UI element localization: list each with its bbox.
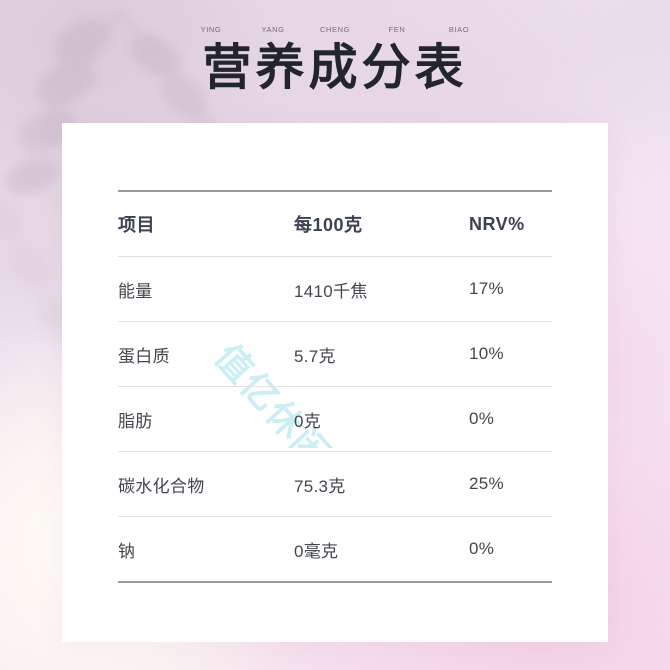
cell-nrv: 10% [469, 321, 552, 387]
table-body: 能量 1410千焦 17% 蛋白质 5.7克 10% 脂肪 0克 0% 碳水化合… [118, 256, 552, 583]
cell-item: 脂肪 [118, 386, 294, 452]
cell-item: 碳水化合物 [118, 451, 294, 517]
column-header-per100g: 每100克 [294, 190, 469, 257]
poster-header: YING YANG CHENG FEN BIAO 营养成分表 [0, 0, 670, 120]
cell-item: 蛋白质 [118, 321, 294, 387]
column-header-item: 项目 [118, 190, 294, 257]
card-corner-bottom-left [62, 608, 96, 642]
cell-nrv: 17% [469, 256, 552, 322]
cell-per100g: 0克 [294, 386, 469, 452]
cell-nrv: 0% [469, 386, 552, 452]
cell-per100g: 75.3克 [294, 451, 469, 517]
cell-per100g: 0毫克 [294, 516, 469, 583]
nutrition-table-wrapper: 项目 每100克 NRV% 能量 1410千焦 17% 蛋白质 5.7克 10%… [118, 190, 552, 583]
page-title: 营养成分表 [202, 41, 468, 95]
cell-item: 钠 [118, 516, 294, 583]
table-row: 蛋白质 5.7克 10% [118, 321, 552, 387]
cell-item: 能量 [118, 256, 294, 322]
column-header-nrv: NRV% [469, 190, 552, 257]
card-corner-top-left [62, 123, 96, 157]
pinyin-yang: YANG [261, 25, 285, 34]
cell-per100g: 1410千焦 [294, 256, 469, 322]
pinyin-biao: BIAO [448, 25, 470, 34]
table-row: 钠 0毫克 0% [118, 516, 552, 583]
pinyin-cheng: CHENG [319, 25, 351, 34]
cell-nrv: 25% [469, 451, 552, 517]
table-row: 能量 1410千焦 17% [118, 256, 552, 322]
pinyin-fen: FEN [388, 25, 406, 34]
table-header-row: 项目 每100克 NRV% [118, 190, 552, 257]
card-corner-top-right [574, 123, 608, 157]
table-row: 脂肪 0克 0% [118, 386, 552, 452]
cell-per100g: 5.7克 [294, 321, 469, 387]
pinyin-ying: YING [200, 25, 222, 34]
card-corner-bottom-right [574, 608, 608, 642]
cell-nrv: 0% [469, 516, 552, 583]
nutrition-table: 项目 每100克 NRV% 能量 1410千焦 17% 蛋白质 5.7克 10%… [118, 190, 552, 583]
pinyin-row: YING YANG CHENG FEN BIAO [0, 25, 670, 34]
table-head: 项目 每100克 NRV% [118, 190, 552, 257]
table-row: 碳水化合物 75.3克 25% [118, 451, 552, 517]
